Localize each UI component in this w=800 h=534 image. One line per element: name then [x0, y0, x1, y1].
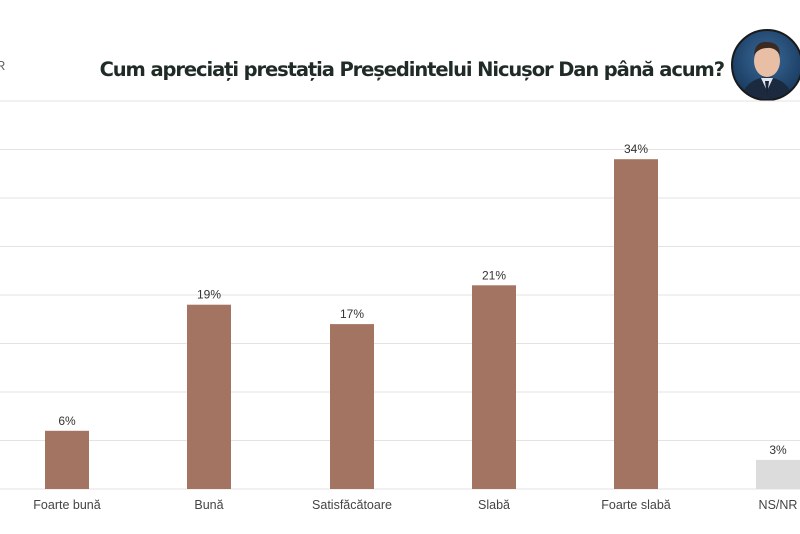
x-tick-label: Slabă [478, 498, 510, 512]
chart-title: Cum apreciați prestația Președintelui Ni… [99, 58, 726, 81]
portrait-icon [741, 41, 793, 99]
president-portrait-avatar [731, 29, 800, 101]
x-tick-label: NS/NR [759, 498, 798, 512]
bar [45, 430, 89, 489]
data-label: 3% [769, 443, 787, 457]
data-label: 34% [624, 142, 648, 156]
data-label: 19% [197, 288, 221, 302]
bar [756, 459, 800, 489]
data-label: 21% [482, 268, 506, 282]
bar [472, 285, 516, 489]
bar [187, 304, 231, 489]
x-tick-label: Bună [194, 498, 223, 512]
x-tick-label: Satisfăcătoare [312, 498, 392, 512]
cropped-text-fragment: R [0, 58, 6, 73]
bar [330, 324, 374, 489]
data-label: 17% [340, 307, 364, 321]
x-tick-label: Foarte bună [33, 498, 100, 512]
data-label: 6% [58, 414, 76, 428]
x-tick-label: Foarte slabă [601, 498, 671, 512]
bar [614, 159, 658, 489]
